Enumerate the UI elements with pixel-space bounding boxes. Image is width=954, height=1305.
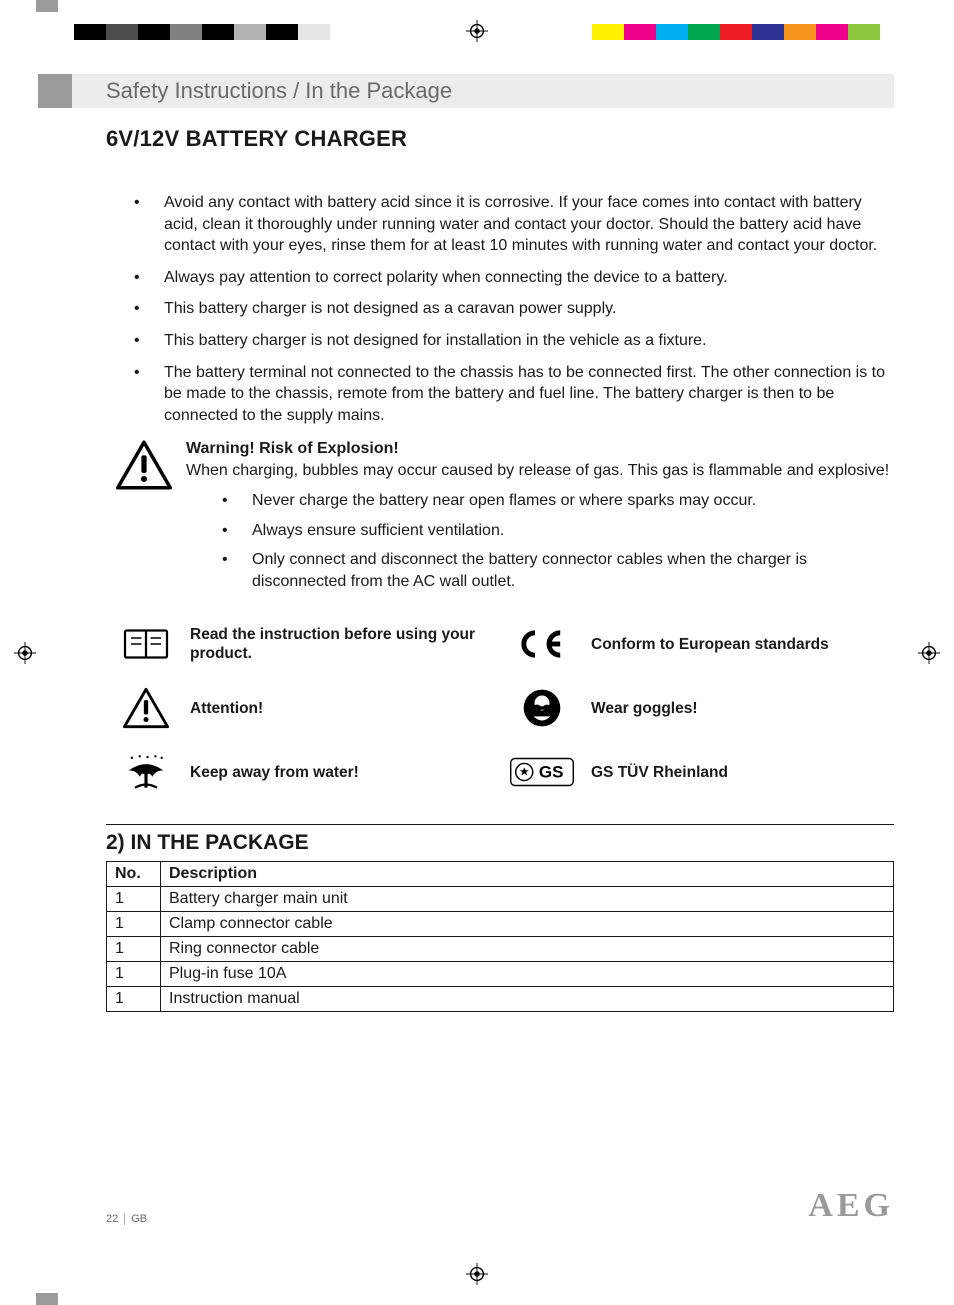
section-divider: [106, 824, 894, 825]
table-header-no: No.: [107, 862, 161, 887]
table-row: 1Plug-in fuse 10A: [107, 962, 894, 987]
goggles-icon: [507, 686, 577, 730]
color-swatch: [784, 24, 816, 40]
safety-bullet: This battery charger is not designed as …: [134, 298, 894, 320]
warning-title: Warning! Risk of Explosion!: [186, 440, 894, 458]
footer-separator: [124, 1213, 125, 1225]
color-swatch: [266, 24, 298, 40]
color-swatch: [138, 24, 170, 40]
color-swatch: [74, 24, 106, 40]
color-swatch: [234, 24, 266, 40]
table-row: 1Clamp connector cable: [107, 912, 894, 937]
color-swatch: [688, 24, 720, 40]
page-footer: 22 GB AEG: [106, 1187, 894, 1225]
color-swatch: [656, 24, 688, 40]
warning-block: Warning! Risk of Explosion! When chargin…: [116, 440, 894, 600]
safety-bullet: This battery charger is not designed for…: [134, 330, 894, 352]
table-cell-desc: Battery charger main unit: [161, 887, 894, 912]
table-cell-no: 1: [107, 987, 161, 1012]
page-number-value: 22: [106, 1213, 118, 1225]
symbol-label: Keep away from water!: [190, 763, 493, 782]
warning-sub-bullet: Never charge the battery near open flame…: [222, 490, 894, 512]
color-swatch: [752, 24, 784, 40]
table-cell-no: 1: [107, 912, 161, 937]
color-swatch: [202, 24, 234, 40]
page-title: 6V/12V BATTERY CHARGER: [106, 126, 894, 152]
registration-mark-icon: [918, 642, 940, 664]
table-cell-desc: Ring connector cable: [161, 937, 894, 962]
content-area: Safety Instructions / In the Package 6V/…: [106, 74, 894, 1225]
page-lang: GB: [131, 1213, 147, 1225]
warning-sub-list: Never charge the battery near open flame…: [186, 490, 894, 592]
symbol-label: GS TÜV Rheinland: [591, 763, 894, 782]
color-swatch: [592, 24, 624, 40]
registration-mark-icon: [14, 642, 36, 664]
table-row: 1Ring connector cable: [107, 937, 894, 962]
color-swatch: [720, 24, 752, 40]
warning-sub-bullet: Only connect and disconnect the battery …: [222, 549, 894, 592]
package-section-heading: 2) IN THE PACKAGE: [106, 831, 894, 855]
register-colorbar-right: [592, 24, 880, 40]
page: Safety Instructions / In the Package 6V/…: [0, 0, 954, 1305]
color-swatch: [330, 24, 362, 40]
registration-mark-icon: [466, 20, 488, 42]
svg-text:GS: GS: [539, 763, 564, 782]
warning-text: When charging, bubbles may occur caused …: [186, 460, 894, 482]
table-row: 1Battery charger main unit: [107, 887, 894, 912]
table-header-desc: Description: [161, 862, 894, 887]
section-title: Safety Instructions / In the Package: [106, 78, 452, 104]
color-swatch: [298, 24, 330, 40]
register-colorbar-left: [74, 24, 362, 40]
symbol-label: Wear goggles!: [591, 699, 894, 718]
table-cell-no: 1: [107, 962, 161, 987]
safety-bullet: Always pay attention to correct polarity…: [134, 267, 894, 289]
crop-tab-bottom: [36, 1293, 58, 1305]
safety-bullet: The battery terminal not connected to th…: [134, 362, 894, 427]
table-cell-desc: Clamp connector cable: [161, 912, 894, 937]
table-cell-no: 1: [107, 937, 161, 962]
crop-tab-top: [36, 0, 58, 12]
table-cell-desc: Instruction manual: [161, 987, 894, 1012]
table-cell-no: 1: [107, 887, 161, 912]
ce-icon: [507, 622, 577, 666]
safety-instructions-list: Avoid any contact with battery acid sinc…: [106, 192, 894, 426]
package-contents-table: No. Description 1Battery charger main un…: [106, 861, 894, 1012]
symbol-label: Attention!: [190, 699, 493, 718]
safety-bullet: Avoid any contact with battery acid sinc…: [134, 192, 894, 257]
table-row: 1Instruction manual: [107, 987, 894, 1012]
symbols-grid: Read the instruction before using your p…: [116, 622, 894, 794]
manual-icon: [116, 622, 176, 666]
warning-triangle-icon: [116, 440, 172, 600]
header-tab-block: [38, 74, 72, 108]
table-cell-desc: Plug-in fuse 10A: [161, 962, 894, 987]
brand-logo: AEG: [808, 1187, 894, 1225]
symbol-label: Conform to European standards: [591, 635, 894, 654]
page-number: 22 GB: [106, 1213, 147, 1225]
color-swatch: [816, 24, 848, 40]
water-icon: [116, 750, 176, 794]
attention-icon: [116, 686, 176, 730]
color-swatch: [624, 24, 656, 40]
symbol-label: Read the instruction before using your p…: [190, 625, 493, 664]
section-header-stripe: Safety Instructions / In the Package: [38, 74, 894, 108]
warning-sub-bullet: Always ensure sufficient ventilation.: [222, 520, 894, 542]
color-swatch: [106, 24, 138, 40]
color-swatch: [848, 24, 880, 40]
gs-icon: GS: [507, 750, 577, 794]
registration-mark-icon: [466, 1263, 488, 1285]
color-swatch: [170, 24, 202, 40]
